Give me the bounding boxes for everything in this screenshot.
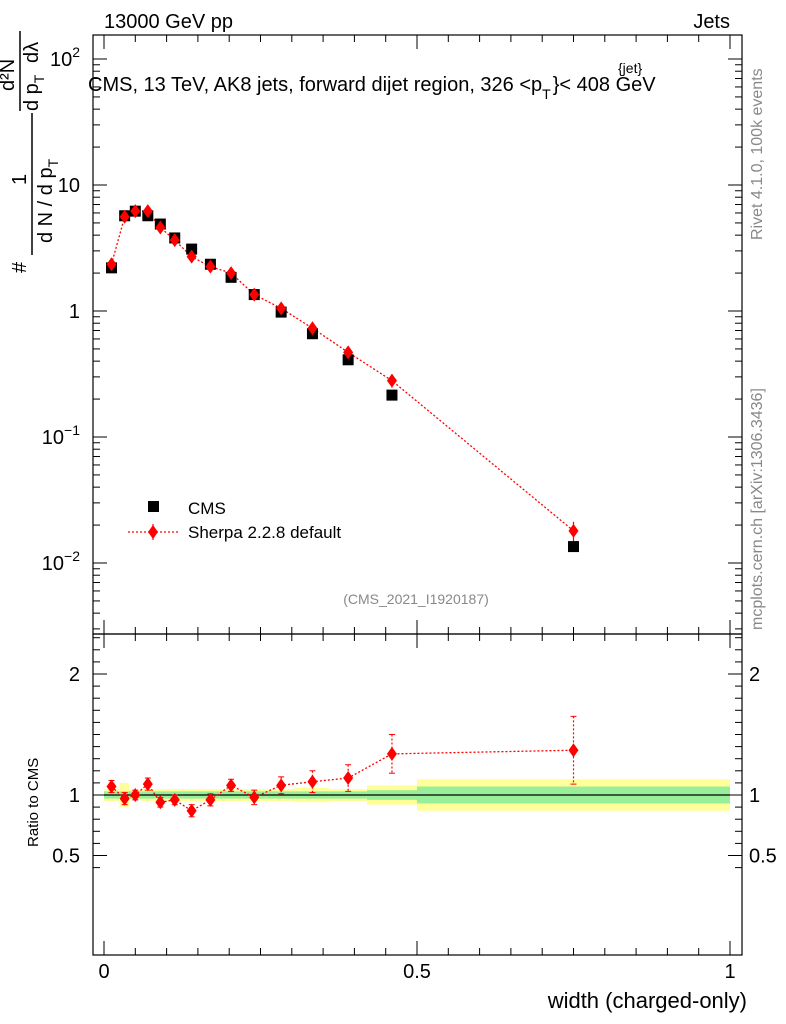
ylabel-dpt: d pT: [21, 74, 47, 111]
main-ytick-label: 10: [58, 175, 80, 197]
ylabel-dN: d N / d pT: [35, 158, 61, 243]
ratio-mc-point: [249, 790, 260, 805]
mc-point: [142, 204, 153, 219]
ratio-mc-point: [307, 774, 318, 789]
main-ytick-label: 1: [69, 301, 80, 323]
ratio-mc-point: [226, 778, 237, 793]
ratio-ytick-label-right: 1: [749, 785, 760, 807]
ratio-series: [106, 715, 579, 818]
mcplots-label: mcplots.cern.ch [arXiv:1306.3436]: [749, 388, 766, 630]
mc-point: [343, 345, 354, 360]
plot-title-sub: T: [542, 86, 551, 102]
ratio-mc-point: [169, 792, 180, 807]
main-ytick-label: 10−2: [42, 548, 80, 575]
xtick-label: 0.5: [403, 961, 431, 983]
plot-title-main: CMS, 13 TeV, AK8 jets, forward dijet reg…: [88, 74, 542, 96]
ylabel-dlambda: dλ: [21, 42, 43, 63]
mc-line: [110, 210, 574, 532]
mc-point: [186, 249, 197, 264]
cms-point: [342, 354, 354, 366]
legend-mc-label: Sherpa 2.2.8 default: [188, 523, 341, 542]
ratio-mc-point: [205, 792, 216, 807]
ratio-mc-point: [343, 771, 354, 786]
legend-mc-marker: [148, 525, 158, 539]
cms-point: [568, 541, 579, 553]
ratio-mc-point: [276, 778, 287, 793]
mc-point: [386, 373, 397, 388]
mc-point: [119, 209, 130, 224]
mc-point: [307, 321, 318, 336]
mc-point: [226, 266, 237, 281]
legend: CMS Sherpa 2.2.8 default: [128, 499, 341, 542]
ratio-ytick-label-left: 0.5: [52, 846, 80, 868]
ratio-mc-point: [155, 795, 166, 810]
axis-ticks: 10−2 10−1 1 10 102 0 0.5 1 0.5 0.5 1 1 2 2: [42, 35, 777, 983]
plot-title-sup: {jet}: [618, 60, 642, 76]
main-frame: [92, 34, 743, 635]
ratio-ytick-label-left: 2: [69, 664, 80, 686]
main-ytick-label: 10−1: [42, 422, 80, 449]
ratio-mc-point: [142, 777, 153, 792]
main-ytick-label: 102: [50, 44, 80, 71]
mc-point: [276, 301, 287, 316]
ratio-mc-point: [386, 746, 397, 761]
header-right: Jets: [693, 11, 730, 33]
header-left: 13000 GeV pp: [104, 11, 233, 33]
ratio-ytick-label-right: 2: [749, 664, 760, 686]
legend-cms-marker: [148, 501, 159, 512]
legend-cms-label: CMS: [188, 499, 226, 518]
ylabel-hash: #: [9, 261, 31, 273]
mc-point: [205, 259, 216, 274]
plot-title: CMS, 13 TeV, AK8 jets, forward dijet reg…: [88, 74, 656, 102]
ratio-ylabel: Ratio to CMS: [25, 758, 42, 847]
rivet-label: Rivet 4.1.0, 100k events: [749, 68, 766, 240]
xtick-label: 0: [98, 961, 109, 983]
mc-point: [106, 257, 117, 272]
ratio-mc-point: [568, 743, 579, 758]
ratio-mc-point: [130, 788, 141, 802]
main-ylabel: # 1 d N / d pT # d²N d pT dλ: [0, 31, 61, 273]
ratio-mc-point: [186, 803, 197, 818]
mc-point: [155, 220, 166, 235]
ylabel-one: 1: [9, 174, 31, 185]
ratio-ytick-label-right: 0.5: [749, 846, 777, 868]
mc-point: [249, 287, 260, 302]
ratio-mc-point: [119, 791, 130, 806]
ylabel-hash2: #: [0, 123, 1, 135]
ratio-mc-point: [106, 779, 117, 794]
main-series: [106, 204, 579, 553]
mc-point: [130, 204, 141, 219]
ratio-ytick-label-left: 1: [69, 785, 80, 807]
mc-point: [568, 523, 579, 538]
mc-point: [169, 233, 180, 248]
cms-point: [186, 243, 198, 255]
x-axis-label: width (charged-only): [547, 988, 747, 1013]
xtick-label: 1: [724, 961, 735, 983]
cms-point: [386, 389, 398, 401]
ylabel-d2N: d²N: [0, 59, 19, 91]
plot-title-tail: }< 408 GeV: [553, 74, 657, 96]
analysis-tag: (CMS_2021_I1920187): [343, 591, 489, 607]
